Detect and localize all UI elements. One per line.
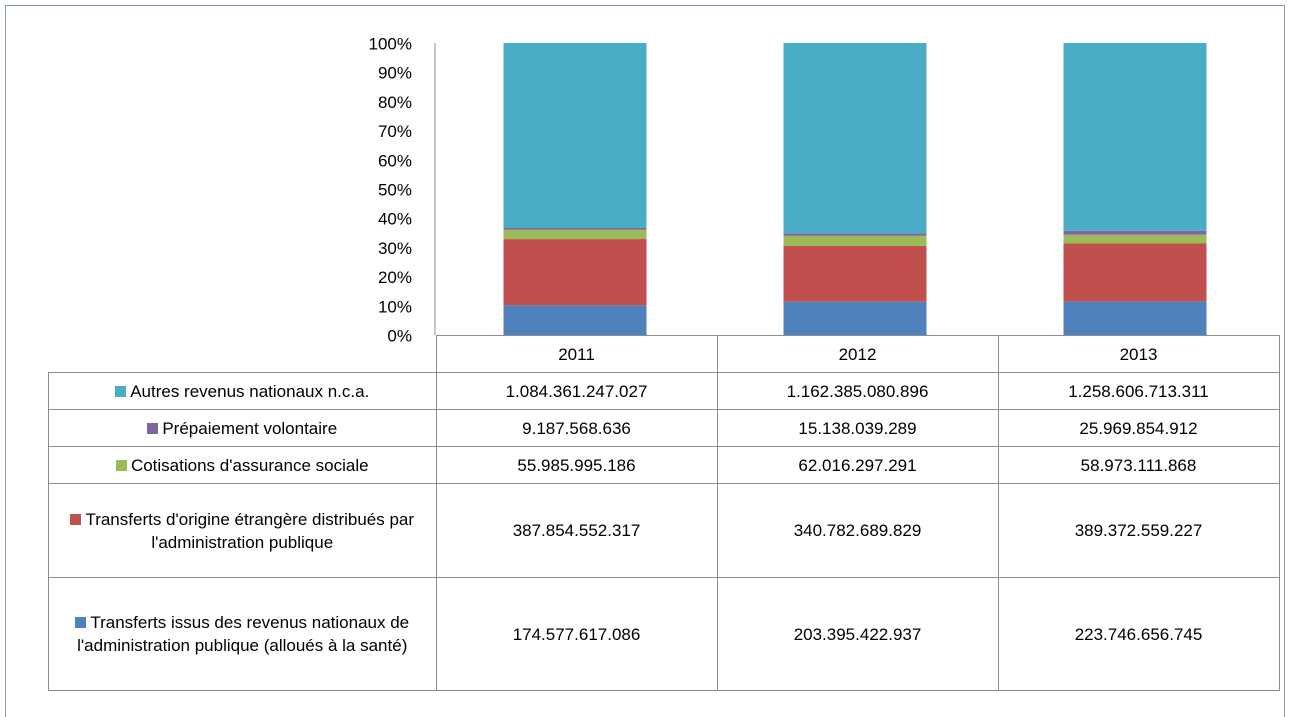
legend-swatch [70, 513, 82, 525]
legend-swatch [75, 617, 87, 628]
legend-cell: Transferts d'origine étrangère distribué… [48, 483, 437, 578]
value-cell: 1.162.385.080.896 [716, 372, 999, 410]
bar-segment [783, 245, 927, 302]
bar-segment [1063, 243, 1207, 302]
data-table: 2011 2012 2013 Autres revenus nationaux n.c… [48, 335, 1280, 691]
legend-label: Transferts issus des revenus nationaux d… [77, 613, 410, 655]
value-cell: 203.395.422.937 [716, 577, 999, 691]
bar-segment [1063, 234, 1207, 244]
bar-segment [503, 305, 647, 335]
legend-cell: Prépaiement volontaire [48, 409, 437, 447]
legend-swatch [147, 422, 159, 434]
value-cell: 62.016.297.291 [716, 446, 999, 484]
y-tick-label: 60% [378, 151, 412, 170]
value-cell: 58.973.111.868 [997, 446, 1280, 484]
legend-label: Transferts d'origine étrangère distribué… [85, 509, 415, 552]
y-tick-label: 40% [378, 210, 412, 229]
value-cell: 387.854.552.317 [435, 483, 718, 578]
table-row: Prépaiement volontaire 9.187.568.636 15.13… [48, 409, 1280, 447]
bar-segment [1063, 301, 1207, 335]
legend-label: Cotisations d'assurance sociale [130, 455, 369, 475]
bar-segment [783, 301, 927, 335]
table-row: Transferts d'origine étrangère distribué… [48, 483, 1280, 578]
bar-segment [503, 43, 647, 228]
y-tick-label: 30% [378, 239, 412, 258]
y-tick-label: 70% [378, 122, 412, 141]
table-row: Transferts issus des revenus nationaux d… [48, 577, 1280, 691]
legend-cell: Transferts issus des revenus nationaux d… [48, 577, 437, 691]
bar-segment [1063, 230, 1207, 235]
category-label: 2011 [435, 335, 718, 373]
legend-label: Autres revenus nationaux n.c.a. [130, 381, 370, 401]
value-cell: 340.782.689.829 [716, 483, 999, 578]
value-cell: 389.372.559.227 [997, 483, 1280, 578]
legend-swatch [115, 385, 127, 397]
value-cell: 223.746.656.745 [997, 577, 1280, 691]
empty-cell [48, 335, 437, 373]
y-tick-label: 100% [369, 34, 412, 53]
value-cell: 55.985.995.186 [435, 446, 718, 484]
value-cell: 174.577.617.086 [435, 577, 718, 691]
y-tick-label: 50% [378, 180, 412, 199]
frame [5, 5, 1285, 717]
category-label: 2012 [716, 335, 999, 373]
value-cell: 1.084.361.247.027 [435, 372, 718, 410]
bar-segment [503, 239, 647, 306]
legend-cell: Cotisations d'assurance sociale [48, 446, 437, 484]
bar-segment [503, 227, 647, 230]
bar-segment [783, 233, 927, 236]
y-tick-label: 90% [378, 64, 412, 83]
value-cell: 1.258.606.713.311 [997, 372, 1280, 410]
legend-swatch [115, 459, 127, 471]
value-cell: 9.187.568.636 [435, 409, 718, 447]
y-tick-label: 80% [378, 93, 412, 112]
y-tick-label: 10% [378, 297, 412, 316]
category-label: 2013 [997, 335, 1280, 373]
bar-segment [1063, 43, 1207, 231]
legend-cell: Autres revenus nationaux n.c.a. [48, 372, 437, 410]
value-cell: 25.969.854.912 [997, 409, 1280, 447]
table-row: Autres revenus nationaux n.c.a. 1.084.361… [48, 372, 1280, 410]
header-row: 2011 2012 2013 [48, 335, 1280, 373]
value-cell: 15.138.039.289 [716, 409, 999, 447]
bar-segment [503, 229, 647, 240]
legend-label: Prépaiement volontaire [162, 418, 338, 438]
bar-segment [783, 43, 927, 234]
bar-segment [783, 235, 927, 246]
table-row: Cotisations d'assurance sociale 55.985.99… [48, 446, 1280, 484]
y-tick-label: 20% [378, 268, 412, 287]
